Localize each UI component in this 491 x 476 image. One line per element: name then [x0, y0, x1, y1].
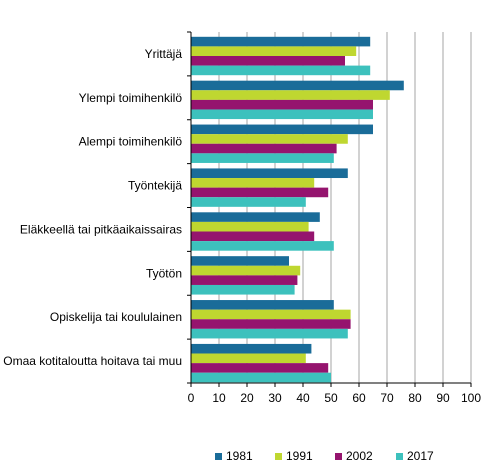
legend-swatch — [335, 453, 342, 460]
bar — [191, 353, 306, 364]
bar — [191, 46, 357, 56]
bar — [191, 153, 334, 163]
bar — [191, 275, 298, 285]
legend-label: 1981 — [226, 449, 253, 463]
legend: 1981 1991 2002 2017 — [215, 449, 434, 463]
bar — [191, 284, 295, 295]
bar — [191, 372, 331, 383]
bar — [191, 134, 348, 144]
category-label: Alempi toimihenkilö — [79, 135, 183, 149]
legend-label: 2002 — [346, 449, 373, 463]
legend-swatch — [275, 453, 282, 460]
bar — [191, 319, 351, 329]
legend-swatch — [396, 453, 403, 460]
bar — [191, 300, 334, 310]
bar — [191, 109, 373, 120]
bar — [191, 124, 373, 135]
axes: 0 10 20 30 40 50 60 70 80 90 100 Yrittäjä Ylempi toi… — [3, 31, 481, 405]
x-tick-label: 70 — [380, 391, 394, 405]
x-tick-label: 50 — [324, 391, 338, 405]
category-label: Ylempi toimihenkilö — [79, 91, 183, 105]
x-tick-label: 30 — [268, 391, 282, 405]
legend-swatch — [215, 453, 222, 460]
bar — [191, 328, 348, 339]
bar — [191, 197, 306, 207]
bar — [191, 90, 390, 100]
bar — [191, 65, 371, 76]
bar — [191, 56, 345, 66]
legend-label: 1991 — [286, 449, 313, 463]
bar — [191, 363, 329, 373]
category-label: Yrittäjä — [145, 47, 183, 61]
category-label: Työntekijä — [128, 179, 182, 193]
bar — [191, 168, 348, 179]
bar — [191, 80, 404, 91]
bars — [191, 36, 404, 383]
bar — [191, 36, 371, 47]
bar — [191, 221, 309, 232]
x-tick-label: 20 — [240, 391, 254, 405]
bar — [191, 187, 329, 198]
bar — [191, 343, 312, 354]
category-label: Työtön — [146, 266, 182, 280]
bar — [191, 99, 373, 110]
bar — [191, 309, 351, 320]
category-label: Eläkkeellä tai pitkäaikaissairas — [20, 222, 182, 236]
x-tick-label: 10 — [212, 391, 226, 405]
bar — [191, 231, 315, 242]
category-label: Omaa kotitaloutta hoitava tai muu — [3, 354, 182, 368]
x-tick-label: 90 — [436, 391, 450, 405]
bar — [191, 143, 337, 154]
bar — [191, 212, 320, 222]
x-tick-label: 60 — [352, 391, 366, 405]
bar — [191, 178, 315, 188]
x-tick-label: 40 — [296, 391, 310, 405]
bar — [191, 265, 301, 276]
category-label: Opiskelija tai koululainen — [50, 310, 182, 324]
x-tick-label: 100 — [461, 391, 481, 405]
bar — [191, 241, 334, 251]
legend-label: 2017 — [407, 449, 434, 463]
x-tick-label: 80 — [408, 391, 422, 405]
bar — [191, 256, 289, 266]
x-tick-label: 0 — [188, 391, 195, 405]
